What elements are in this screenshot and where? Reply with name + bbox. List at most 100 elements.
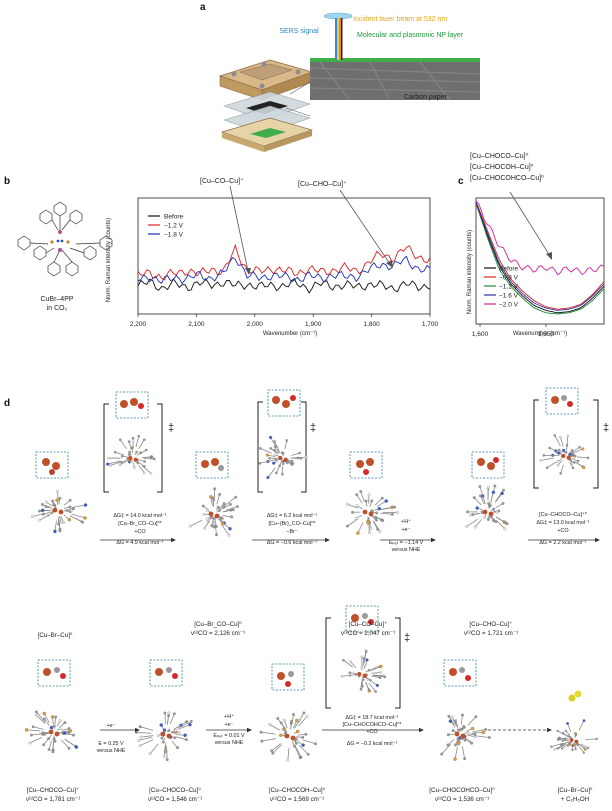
cell-stack-illustration	[218, 59, 314, 152]
mol-ts-2	[258, 435, 308, 480]
b-ylabel: Norm. Raman intensity (counts)	[106, 217, 112, 303]
r1-state-4: [Cu–CHO–Cu]⁺	[469, 621, 513, 628]
ts-bracket-3	[533, 399, 599, 489]
r1-s3-top: +H⁺	[401, 519, 411, 525]
b-legend-label-2: −1.8 V	[164, 231, 184, 238]
r2-nu-1: ν¹²CO = 1,781 cm⁻¹	[25, 796, 81, 803]
panel-b-letter: b	[4, 176, 11, 187]
b-legend-label-0: Before	[164, 213, 184, 220]
r2-nu-5: + C₂H₅OH	[560, 796, 590, 803]
r1-s2-dg: ΔG = −0.6 kcal mol⁻¹	[266, 540, 318, 546]
panel-a-letter: a	[200, 2, 206, 13]
b-xtick-label-5: 1,700	[422, 321, 438, 328]
r1-s2-dgts: ΔG‡ = 6.2 kcal mol⁻¹	[266, 513, 318, 519]
mol-r1-3	[345, 490, 399, 535]
r2-s1-top: +e⁻	[106, 723, 116, 729]
c-legend-label-0: Before	[499, 265, 519, 272]
c-annot-line-1: [Cu–CHOCO–Cu]⁰	[470, 153, 529, 160]
mol-r2-5	[550, 719, 598, 754]
r1-s3-ref: versus NHE	[391, 547, 421, 553]
c-annot-line-2: [Cu–CHOCOH–Cu]⁰	[470, 164, 534, 171]
r2-s2-e: Eₚₑₜ = 0.01 V	[213, 733, 245, 739]
r2-arrow-1	[100, 727, 140, 733]
r2-s3-dg: ΔG = −0.2 kcal mol⁻¹	[346, 741, 398, 747]
panel-c-letter: c	[458, 176, 464, 187]
molecule-env: in CO₂	[46, 305, 68, 312]
ts-dagger-1: ‡	[168, 422, 175, 434]
b-series-line-2	[137, 255, 431, 285]
inset-ts-2	[267, 389, 301, 417]
b-series-line-0	[137, 278, 431, 294]
inset-ts-4	[345, 605, 379, 633]
c-xtick-label-1: 1,550	[538, 331, 555, 338]
r2-s3-ts: [Cu–CHOCOHCO–Cu]⁰*	[342, 722, 402, 728]
inset-ts-3	[545, 387, 579, 415]
r1-state-1: [Cu–Br–Cu]⁰	[37, 632, 73, 639]
r2-s2-top: +H⁺	[224, 714, 234, 720]
r1-s1-reagent: +CO	[134, 529, 146, 535]
annot-1-arrow	[229, 185, 249, 272]
r1-s3-e: Eₚₑₜ = −1.14 V	[388, 540, 424, 546]
annot-1-arrowhead	[245, 268, 251, 275]
r2-nu-3: ν¹²CO = 1,569 cm⁻¹	[269, 796, 325, 803]
r2-arrow-3	[322, 727, 424, 733]
mol-r2-1	[24, 710, 79, 754]
annot-cu-cho-cu: [Cu–CHO–Cu]⁺	[298, 181, 347, 188]
b-legend-label-1: −1.2 V	[164, 222, 184, 229]
c-annot-line-3: [Cu–CHOCOHCO–Cu]⁰	[470, 175, 544, 182]
r1-s4-dgts: ΔG‡ = 13.0 kcal mol⁻¹	[536, 520, 590, 526]
ts-dagger-3: ‡	[603, 422, 610, 434]
carbon-paper-block	[309, 58, 481, 101]
ts-dagger-2: ‡	[310, 422, 317, 434]
c-legend-label-3: −1.6 V	[499, 292, 519, 299]
r2-arrow-2	[206, 727, 252, 733]
r1-s1-dgts: ΔG‡ = 14.0 kcal mol⁻¹	[113, 513, 167, 519]
panel-d-letter: d	[4, 398, 11, 409]
r2-nu-2: ν¹²CO = 1,546 cm⁻¹	[147, 796, 203, 803]
r2-state-4: [Cu–CHOCOHCO–Cu]⁰	[429, 787, 495, 794]
c-series-line-1	[475, 201, 605, 310]
ts-bracket-4	[325, 617, 401, 709]
b-xtick-label-3: 1,900	[305, 321, 322, 328]
r1-arrow-4	[528, 537, 600, 543]
laser-beam	[323, 12, 353, 60]
r2-state-3: [Cu–CHOCOH–Cu]⁰	[268, 787, 326, 794]
c-series-line-4	[475, 200, 605, 276]
carbon-paper-label: Carbon paper	[404, 94, 447, 101]
panel-a-illustration	[218, 12, 481, 152]
panel-d-scheme	[24, 387, 600, 762]
r1-state-3: [Cu–CO–Cu]⁺	[348, 621, 388, 628]
c-annot-arrow	[509, 191, 551, 257]
annot-2-arrow	[339, 189, 391, 265]
inset-r1-4	[471, 451, 505, 479]
mol-r2-3	[259, 711, 317, 762]
mol-ts-4	[340, 649, 387, 693]
r1-s4-dg: ΔG = 2.2 kcal mol⁻¹	[539, 540, 587, 546]
r2-nu-4: ν¹²CO = 1,536 cm⁻¹	[434, 796, 490, 803]
chart-b-frame	[137, 197, 431, 315]
r1-arrow-1	[100, 537, 176, 543]
c-series-line-3	[475, 202, 605, 311]
c-xtick-label-0: 1,600	[472, 331, 489, 338]
r2-s1-ref: versus NHE	[96, 748, 126, 754]
c-legend-label-4: −2.0 V	[499, 301, 519, 308]
mol-r2-2	[134, 711, 193, 762]
r1-nu-4: ν¹²CO = 1,721 cm⁻¹	[463, 630, 519, 637]
r1-s2-reagent: −Br⁻	[286, 529, 298, 535]
b-xtick-label-4: 1,800	[363, 321, 380, 328]
c-legend-label-1: −0.8 V	[499, 274, 519, 281]
inset-r2-2	[149, 659, 183, 687]
r1-s4-ts: [Cu–CHOCO–Cu]⁺*	[539, 512, 587, 518]
sers-label: SERS signal	[279, 28, 319, 35]
b-xlabel: Wavenumber (cm⁻¹)	[262, 331, 318, 337]
c-legend-label-2: −1.2 V	[499, 283, 519, 290]
r2-state-1: [Cu–CHOCO–Cu]⁺	[26, 787, 80, 794]
mol-ts-1	[106, 434, 156, 475]
r1-s3-reagent: +e⁻	[401, 527, 411, 533]
c-series-line-2	[475, 203, 605, 315]
r1-s1-dg: ΔG = 4.9 kcal mol⁻¹	[116, 540, 164, 546]
inset-r2-3	[271, 663, 305, 691]
r1-nu-2: ν¹²CO = 2,126 cm⁻¹	[190, 630, 246, 637]
b-xtick-label-1: 2,100	[188, 321, 205, 328]
mol-r1-1	[30, 489, 88, 534]
